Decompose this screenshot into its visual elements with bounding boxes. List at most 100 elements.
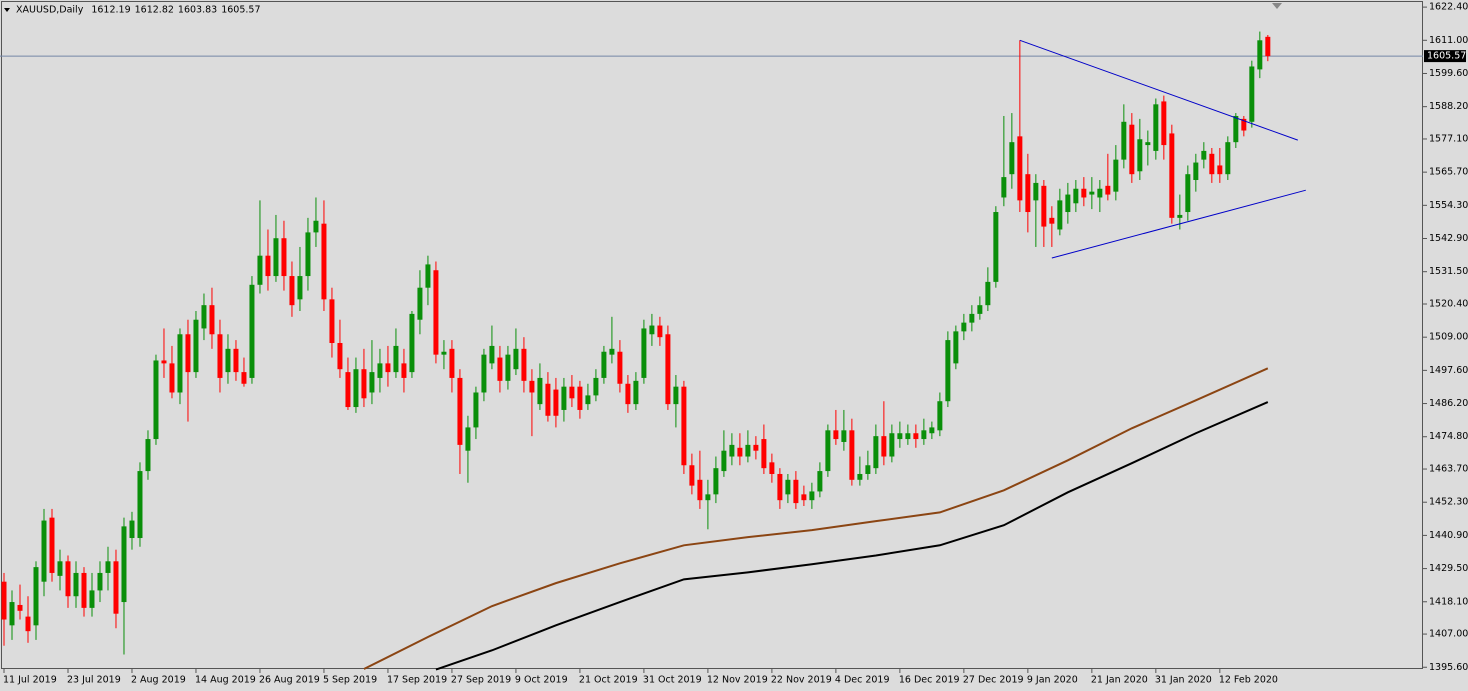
price-label: 1605.57: [1427, 51, 1466, 62]
candle-body: [745, 444, 751, 457]
candle-body: [1073, 188, 1079, 204]
candle-body: [681, 386, 687, 466]
candle-body: [729, 444, 735, 457]
x-tick-label: 26 Aug 2019: [259, 675, 320, 686]
trendline: [1019, 39, 1298, 141]
x-tick-label: 23 Jul 2019: [67, 675, 121, 686]
candle-body: [985, 281, 991, 306]
x-tick-label: 31 Jan 2020: [1155, 675, 1212, 686]
candle-body: [625, 383, 631, 405]
x-tick-label: 21 Jan 2020: [1091, 675, 1148, 686]
candle-body: [273, 238, 279, 277]
symbol-period: XAUUSD,Daily: [16, 5, 84, 16]
y-tick-label: 1520.40: [1429, 299, 1468, 310]
candle-body: [177, 334, 183, 393]
candle-body: [89, 590, 95, 608]
candle-body: [265, 255, 271, 277]
candle-body: [201, 305, 207, 329]
candle-body: [449, 348, 455, 378]
x-tick-label: 2 Aug 2019: [131, 675, 186, 686]
candle-body: [713, 468, 719, 495]
shift-marker: [1272, 3, 1282, 9]
y-tick-label: 1429.50: [1429, 563, 1468, 574]
candle-body: [1105, 185, 1111, 195]
x-tick-label: 14 Aug 2019: [195, 675, 256, 686]
candle-body: [497, 357, 503, 381]
candle-body: [1169, 133, 1175, 218]
header-ohlc: 1612.19: [91, 5, 130, 16]
candle-body: [1233, 115, 1239, 143]
candle-body: [505, 354, 511, 381]
x-tick-label: 12 Feb 2020: [1219, 675, 1278, 686]
candle-body: [1081, 188, 1087, 198]
x-tick-label: 16 Dec 2019: [899, 675, 960, 686]
candle-body: [937, 401, 943, 431]
candle-body: [689, 465, 695, 486]
candle-body: [465, 427, 471, 451]
y-tick-label: 1407.00: [1429, 629, 1468, 640]
candle-body: [193, 319, 199, 373]
candle-body: [73, 572, 79, 597]
x-tick-label: 9 Oct 2019: [515, 675, 568, 686]
moving-average: [363, 367, 1269, 670]
candle-body: [345, 372, 351, 408]
candle-body: [473, 392, 479, 428]
candle-body: [241, 372, 247, 384]
candle-body: [121, 526, 127, 603]
candle-body: [697, 479, 703, 501]
candle-body: [961, 322, 967, 332]
candle-body: [41, 520, 47, 582]
candle-body: [737, 447, 743, 457]
candle-body: [33, 567, 39, 626]
y-tick-label: 1611.00: [1429, 35, 1468, 46]
candle-body: [809, 491, 815, 501]
x-tick-label: 27 Sep 2019: [451, 675, 511, 686]
candle-body: [1097, 188, 1103, 198]
y-tick-label: 1463.70: [1429, 464, 1468, 475]
candle-body: [361, 369, 367, 399]
candle-body: [1001, 177, 1007, 198]
candle-body: [945, 340, 951, 402]
y-tick-label: 1452.30: [1429, 497, 1468, 508]
candle-body: [1193, 162, 1199, 181]
candle-body: [169, 363, 175, 393]
candle-body: [857, 473, 863, 480]
candle-body: [817, 471, 823, 492]
candle-body: [489, 345, 495, 364]
y-tick-label: 1565.70: [1429, 167, 1468, 178]
candle-body: [865, 465, 871, 474]
candle-body: [673, 386, 679, 405]
candle-body: [841, 430, 847, 442]
candle-body: [1121, 121, 1127, 160]
candle-body: [417, 287, 423, 320]
candle-body: [769, 462, 775, 474]
candle-body: [1017, 136, 1023, 201]
candle-body: [1137, 139, 1143, 172]
candle-body: [313, 220, 319, 233]
candle-body: [17, 604, 23, 611]
candle-body: [337, 343, 343, 370]
candle-body: [1129, 124, 1135, 175]
candle-body: [225, 348, 231, 373]
candle-body: [521, 348, 527, 381]
candle-body: [145, 439, 151, 472]
candle-body: [569, 386, 575, 399]
candle-body: [1209, 153, 1215, 175]
candle-body: [1185, 174, 1191, 213]
candle-body: [585, 395, 591, 405]
header: XAUUSD,Daily: [16, 5, 84, 16]
candle-body: [113, 561, 119, 614]
x-tick-label: 27 Dec 2019: [963, 675, 1024, 686]
candle-body: [761, 439, 767, 469]
collapse-icon: [4, 8, 10, 12]
candle-body: [329, 299, 335, 344]
candle-body: [537, 377, 543, 405]
candle-body: [153, 360, 159, 440]
candle-body: [553, 389, 559, 416]
candle-body: [257, 255, 263, 285]
y-tick-label: 1395.60: [1429, 662, 1468, 673]
candle-body: [1113, 159, 1119, 192]
candle-body: [921, 430, 927, 440]
candle-body: [721, 450, 727, 472]
candle-body: [1145, 142, 1151, 146]
